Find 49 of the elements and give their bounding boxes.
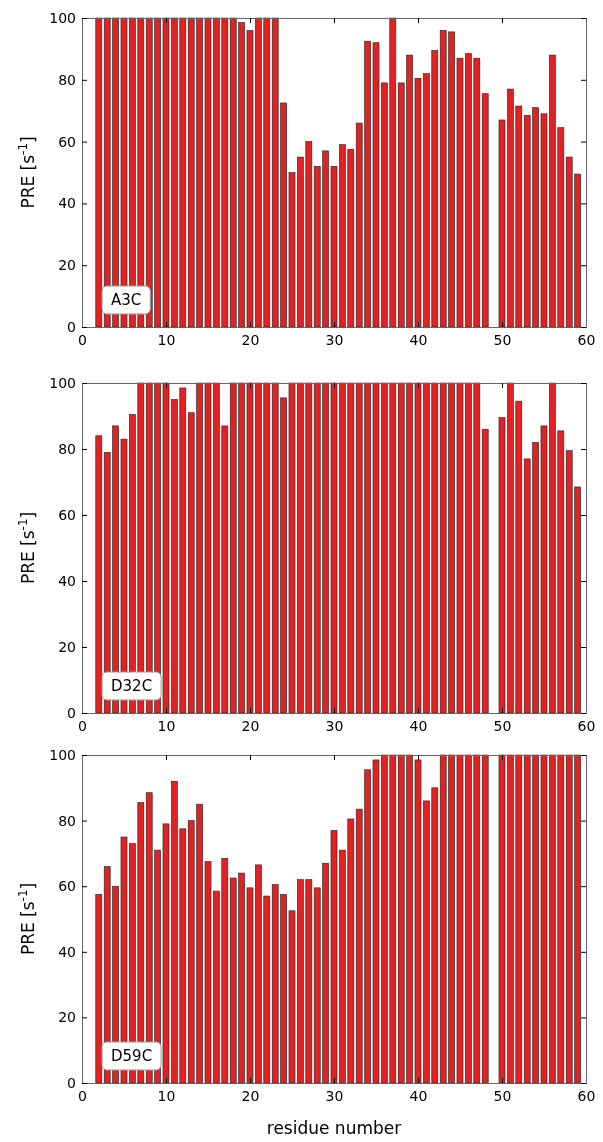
y-tick-label: 60	[58, 133, 76, 150]
y-tick-label: 20	[58, 638, 76, 655]
y-tick-label: 80	[58, 812, 76, 829]
x-tick-label: 30	[325, 1087, 344, 1104]
x-axis-title: residue number	[266, 1118, 402, 1138]
y-tick-label: 60	[58, 878, 76, 895]
bar	[481, 754, 489, 1084]
x-tick-label: 60	[577, 331, 596, 348]
x-tick-label: 0	[78, 331, 87, 348]
x-tick-label: 50	[493, 331, 512, 348]
bar	[95, 17, 103, 328]
x-tick-label: 30	[325, 331, 344, 348]
y-tick-label: 20	[58, 257, 76, 274]
x-tick-label: 0	[78, 1087, 87, 1104]
y-tick-label: 20	[58, 1009, 76, 1026]
annotation: A3C	[111, 291, 142, 309]
y-tick-label: 0	[67, 1074, 76, 1091]
y-tick-label: 0	[67, 318, 76, 335]
x-tick-label: 50	[493, 1087, 512, 1104]
x-tick-label: 10	[157, 331, 176, 348]
x-tick-label: 40	[409, 717, 428, 734]
y-tick-label: 80	[58, 440, 76, 457]
bar	[481, 93, 489, 328]
x-tick-label: 10	[157, 717, 176, 734]
y-tick-label: 40	[58, 943, 76, 960]
y-tick-label: 40	[58, 195, 76, 212]
y-tick-label: 80	[58, 71, 76, 88]
x-tick-label: 60	[577, 1087, 596, 1104]
x-tick-label: 40	[409, 1087, 428, 1104]
x-tick-label: 50	[493, 717, 512, 734]
y-tick-label: 40	[58, 572, 76, 589]
x-tick-label: 60	[577, 717, 596, 734]
bar	[481, 428, 489, 714]
bar	[95, 894, 103, 1084]
annotation: D59C	[111, 1047, 153, 1065]
x-tick-label: 20	[241, 717, 260, 734]
annotation: D32C	[111, 677, 153, 695]
y-tick-label: 60	[58, 506, 76, 523]
x-tick-label: 0	[78, 717, 87, 734]
y-tick-label: 100	[49, 374, 76, 391]
bar	[95, 435, 103, 714]
y-tick-label: 100	[49, 746, 76, 763]
x-tick-label: 10	[157, 1087, 176, 1104]
x-tick-label: 30	[325, 717, 344, 734]
x-tick-label: 20	[241, 1087, 260, 1104]
x-tick-label: 40	[409, 331, 428, 348]
x-tick-label: 20	[241, 331, 260, 348]
y-tick-label: 100	[49, 9, 76, 26]
y-tick-label: 0	[67, 704, 76, 721]
